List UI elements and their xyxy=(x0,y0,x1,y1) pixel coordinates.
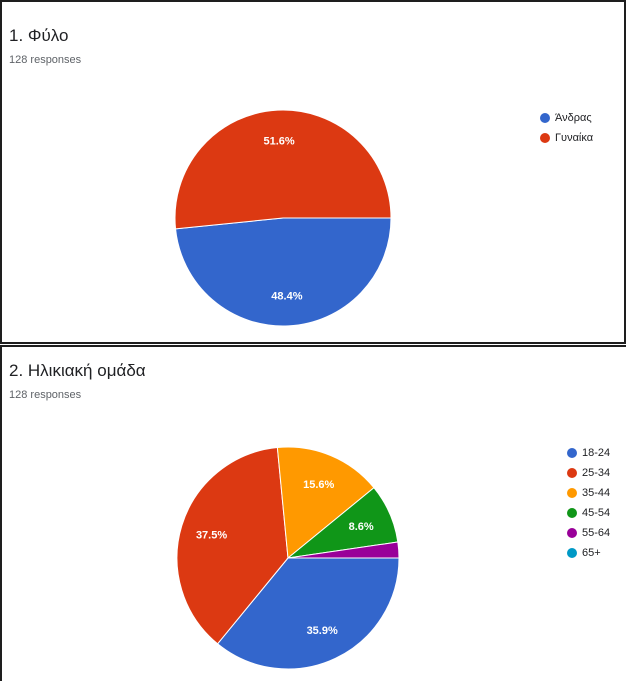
legend-item-55-64: 55-64 xyxy=(567,523,610,543)
legend-swatch xyxy=(567,448,577,458)
chart-title: 1. Φύλο xyxy=(9,26,69,45)
legend-item-65: 65+ xyxy=(567,543,610,563)
legend-label: 65+ xyxy=(582,547,601,559)
slice-label-25-34: 37.5% xyxy=(196,530,227,542)
slice-label-45-54: 8.6% xyxy=(349,521,374,533)
pie-slice-άνδρας xyxy=(174,217,392,327)
legend-gender: Άνδρας Γυναίκα xyxy=(540,108,593,148)
legend-label: Γυναίκα xyxy=(555,132,594,144)
legend-item-άνδρας: Άνδρας xyxy=(540,108,593,128)
slice-label-18-24: 35.9% xyxy=(307,625,338,637)
legend-item-γυναίκα: Γυναίκα xyxy=(540,128,593,148)
legend-item-25-34: 25-34 xyxy=(567,463,610,483)
pie-chart-age-group: 35.9% 37.5% 15.6% 8.6% xyxy=(176,446,400,670)
slice-label-35-44: 15.6% xyxy=(303,479,334,491)
legend-label: 55-64 xyxy=(582,527,611,539)
chart-subtitle: 128 responses xyxy=(9,389,82,401)
pie-slice-25-34 xyxy=(176,446,289,645)
legend-label: 45-54 xyxy=(582,507,611,519)
pie-chart-gender: 48.4% 51.6% xyxy=(174,109,392,327)
pie-slice-18-24 xyxy=(216,557,400,670)
legend-swatch xyxy=(567,548,577,558)
legend-label: 35-44 xyxy=(582,487,611,499)
pie-slice-35-44 xyxy=(276,446,375,559)
chart-card-age-group: 2. Ηλικιακή ομάδα 128 responses 35.9% 37.… xyxy=(0,345,626,681)
legend-item-45-54: 45-54 xyxy=(567,503,610,523)
legend-swatch xyxy=(567,488,577,498)
legend-swatch xyxy=(567,508,577,518)
pie-slice-γυναίκα xyxy=(174,109,392,230)
chart-card-gender: 1. Φύλο 128 responses 48.4% 51.6% Άνδρας Γ… xyxy=(0,0,626,344)
chart-subtitle: 128 responses xyxy=(9,54,82,66)
legend-item-18-24: 18-24 xyxy=(567,443,610,463)
legend-age-group: 18-24 25-34 35-44 45-54 55-64 65+ xyxy=(567,443,610,563)
slice-label-γυναίκα: 51.6% xyxy=(263,135,294,147)
legend-swatch xyxy=(540,133,550,143)
legend-swatch xyxy=(540,113,550,123)
pie-slice-55-64 xyxy=(287,541,400,559)
legend-label: 25-34 xyxy=(582,467,611,479)
slice-label-άνδρας: 48.4% xyxy=(271,291,302,303)
legend-label: 18-24 xyxy=(582,447,611,459)
legend-swatch xyxy=(567,468,577,478)
legend-item-35-44: 35-44 xyxy=(567,483,610,503)
legend-swatch xyxy=(567,528,577,538)
legend-label: Άνδρας xyxy=(555,112,592,124)
chart-title: 2. Ηλικιακή ομάδα xyxy=(9,361,146,380)
